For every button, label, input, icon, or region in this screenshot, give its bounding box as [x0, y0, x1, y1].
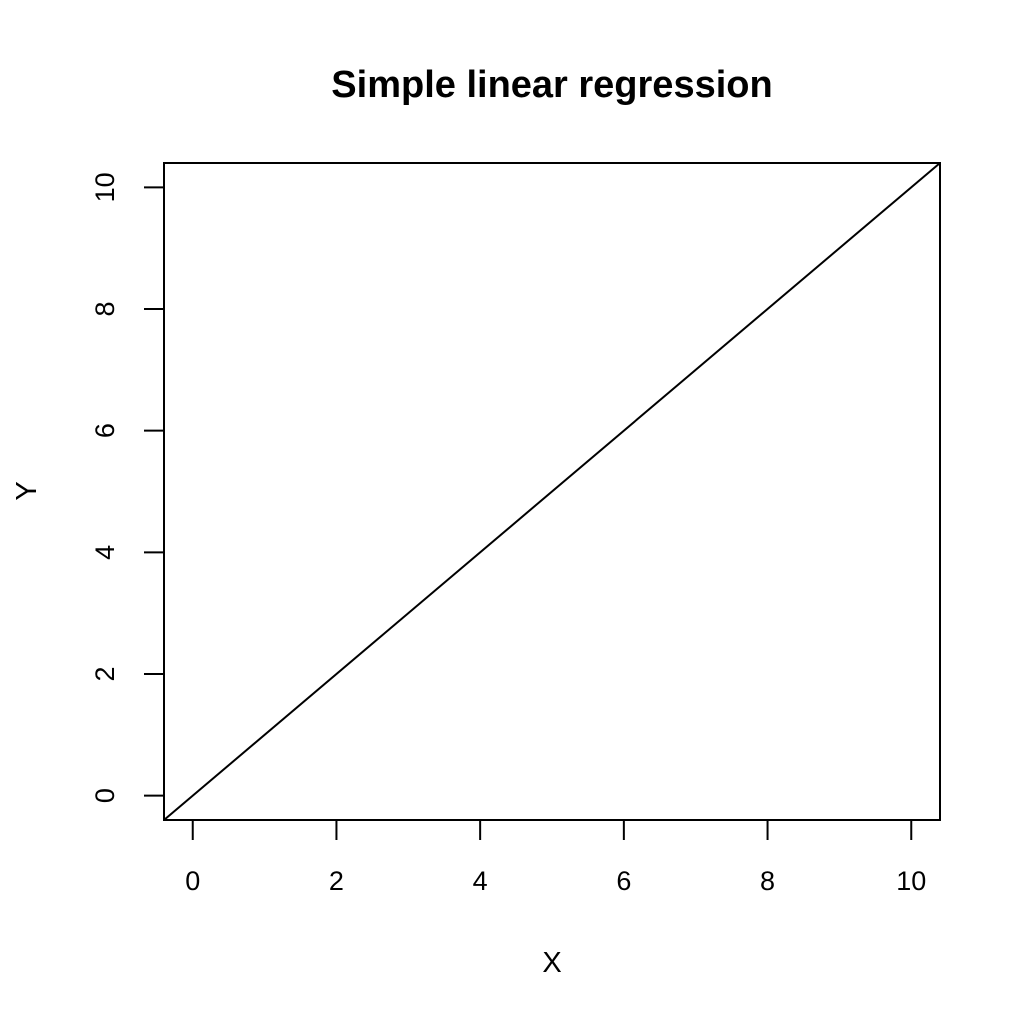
x-tick-label: 2 [329, 866, 344, 896]
y-tick-label: 8 [90, 301, 120, 316]
x-tick-label: 0 [185, 866, 200, 896]
y-tick-label: 10 [90, 172, 120, 202]
chart-title: Simple linear regression [331, 64, 772, 106]
x-tick-label: 10 [896, 866, 926, 896]
x-tick-label: 8 [760, 866, 775, 896]
x-axis-label: X [542, 947, 561, 979]
regression-line [163, 162, 941, 821]
y-axis: 0 2 4 6 8 10 [90, 172, 165, 803]
y-tick-label: 6 [90, 423, 120, 438]
y-axis-label: Y [11, 481, 43, 500]
y-tick-label: 2 [90, 666, 120, 681]
x-tick-label: 6 [616, 866, 631, 896]
y-tick-label: 4 [90, 545, 120, 560]
x-axis: 0 2 4 6 8 10 [185, 819, 926, 896]
y-tick-label: 0 [90, 788, 120, 803]
x-tick-label: 4 [473, 866, 488, 896]
plot-area [163, 162, 941, 821]
